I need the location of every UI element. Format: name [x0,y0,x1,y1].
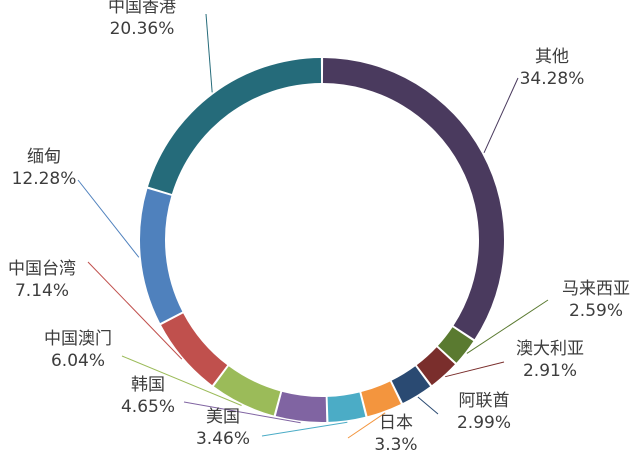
leader-line-8 [87,261,183,360]
slice-value-6: 4.65% [121,397,175,417]
slice-label-10: 中国香港 [108,0,176,17]
slice-value-7: 6.04% [51,351,105,371]
leader-line-9 [77,179,140,258]
slice-4 [361,381,401,417]
slice-label-2: 澳大利亚 [516,339,584,359]
slice-value-8: 7.14% [15,281,69,301]
leader-line-6 [183,401,301,424]
slice-value-10: 20.36% [110,19,175,39]
leader-line-2 [445,361,505,378]
slice-value-5: 3.46% [196,429,250,449]
slice-label-0: 其他 [535,47,569,67]
slice-6 [275,391,327,423]
slice-3 [391,366,431,404]
slice-2 [416,347,455,386]
leader-line-0 [483,77,519,153]
slice-0 [322,58,504,340]
slice-label-1: 马来西亚 [562,279,630,299]
slice-label-9: 缅甸 [27,147,61,167]
slice-5 [327,392,366,422]
slice-8 [161,313,228,386]
slice-10 [147,58,322,194]
leader-line-1 [466,299,549,354]
leader-line-4 [347,412,386,439]
slices-group [140,58,504,423]
slice-label-6: 韩国 [131,375,165,395]
slice-1 [437,327,474,363]
leader-lines-group [77,13,549,439]
slice-label-7: 中国澳门 [44,329,112,349]
slice-value-3: 2.99% [457,413,511,433]
slice-value-9: 12.28% [12,169,77,189]
slice-value-1: 2.59% [569,301,623,321]
slice-label-4: 日本 [379,413,413,433]
slice-label-8: 中国台湾 [8,259,76,279]
slice-value-2: 2.91% [523,361,577,381]
leader-line-10 [205,13,213,93]
leader-line-5 [261,421,348,437]
slice-value-0: 34.28% [520,69,585,89]
slice-7 [213,366,281,416]
slice-9 [140,188,183,324]
slice-value-4: 3.3% [374,435,417,455]
leader-line-7 [121,355,242,406]
slice-label-5: 美国 [206,407,240,427]
leader-line-3 [417,396,439,415]
slice-label-3: 阿联酋 [459,391,510,411]
